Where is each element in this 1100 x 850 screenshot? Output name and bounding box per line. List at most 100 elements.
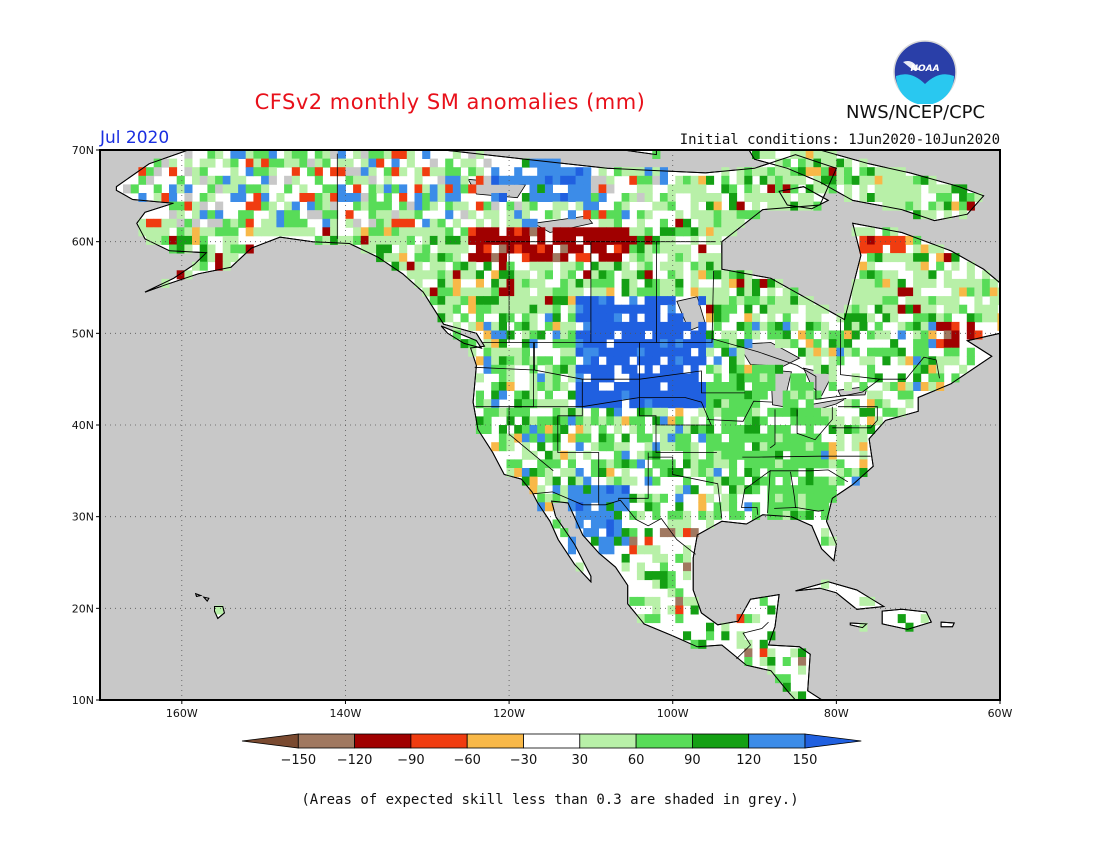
anomaly-cell — [583, 184, 592, 194]
anomaly-cell — [644, 399, 653, 409]
anomaly-cell — [146, 167, 155, 177]
anomaly-cell — [805, 158, 814, 168]
anomaly-cell — [644, 296, 653, 306]
anomaly-cell — [851, 373, 860, 383]
anomaly-cell — [422, 253, 431, 263]
anomaly-cell — [836, 158, 845, 168]
anomaly-cell — [736, 175, 745, 185]
anomaly-cell — [636, 347, 645, 357]
anomaly-cell — [659, 278, 668, 288]
anomaly-cell — [483, 158, 492, 168]
anomaly-cell — [974, 330, 983, 340]
anomaly-cell — [706, 210, 715, 220]
anomaly-cell — [775, 339, 784, 349]
anomaly-cell — [130, 184, 139, 194]
anomaly-cell — [636, 562, 645, 572]
anomaly-cell — [759, 648, 768, 658]
anomaly-cell — [759, 596, 768, 606]
anomaly-cell — [629, 296, 638, 306]
anomaly-cell — [890, 313, 899, 323]
anomaly-cell — [844, 321, 853, 331]
anomaly-cell — [498, 321, 507, 331]
anomaly-cell — [230, 218, 239, 228]
anomaly-cell — [744, 364, 753, 374]
anomaly-cell — [399, 227, 408, 237]
anomaly-cell — [606, 373, 615, 383]
anomaly-cell — [575, 510, 584, 520]
anomaly-cell — [606, 278, 615, 288]
anomaly-cell — [667, 253, 676, 263]
anomaly-cell — [544, 261, 553, 271]
anomaly-cell — [391, 227, 400, 237]
anomaly-cell — [821, 459, 830, 469]
anomaly-cell — [268, 150, 277, 159]
anomaly-cell — [230, 150, 239, 159]
anomaly-cell — [391, 261, 400, 271]
anomaly-cell — [521, 442, 530, 452]
anomaly-cell — [752, 382, 761, 391]
anomaly-cell — [813, 158, 822, 168]
anomaly-cell — [851, 468, 860, 477]
anomaly-cell — [706, 622, 715, 632]
anomaly-cell — [291, 218, 300, 228]
anomaly-cell — [690, 364, 699, 374]
anomaly-cell — [644, 210, 653, 220]
anomaly-cell — [613, 201, 622, 211]
anomaly-cell — [767, 382, 776, 391]
anomaly-cell — [790, 304, 799, 314]
anomaly-cell — [659, 261, 668, 271]
anomaly-cell — [667, 588, 676, 598]
anomaly-cell — [729, 510, 738, 520]
anomaly-cell — [491, 399, 500, 409]
anomaly-cell — [514, 210, 523, 220]
anomaly-cell — [759, 278, 768, 288]
anomaly-cell — [552, 330, 561, 340]
anomaly-cell — [805, 459, 814, 469]
legend-swatch — [748, 733, 806, 749]
anomaly-cell — [391, 167, 400, 177]
anomaly-cell — [874, 278, 883, 288]
anomaly-cell — [721, 399, 730, 409]
anomaly-cell — [913, 201, 922, 211]
anomaly-cell — [882, 407, 891, 417]
anomaly-cell — [844, 304, 853, 314]
anomaly-cell — [713, 468, 722, 477]
anomaly-cell — [506, 227, 515, 237]
anomaly-cell — [445, 304, 454, 314]
anomaly-cell — [230, 193, 239, 202]
anomaly-cell — [667, 304, 676, 314]
anomaly-cell — [736, 270, 745, 280]
anomaly-cell — [636, 193, 645, 202]
anomaly-cell — [813, 184, 822, 194]
anomaly-cell — [629, 545, 638, 555]
anomaly-cell — [199, 201, 208, 211]
anomaly-cell — [790, 175, 799, 185]
anomaly-cell — [729, 330, 738, 340]
anomaly-cell — [644, 167, 653, 177]
anomaly-cell — [491, 321, 500, 331]
anomaly-cell — [621, 167, 630, 177]
anomaly-cell — [706, 433, 715, 443]
anomaly-cell — [667, 201, 676, 211]
anomaly-cell — [567, 390, 576, 400]
anomaly-cell — [176, 210, 185, 220]
anomaly-cell — [943, 347, 952, 357]
anomaly-cell — [729, 270, 738, 280]
anomaly-cell — [629, 476, 638, 486]
anomaly-cell — [583, 485, 592, 495]
anomaly-cell — [675, 330, 684, 340]
anomaly-cell — [544, 287, 553, 297]
anomaly-cell — [491, 442, 500, 452]
anomaly-cell — [590, 227, 599, 237]
anomaly-cell — [882, 330, 891, 340]
anomaly-cell — [567, 287, 576, 297]
anomaly-cell — [414, 278, 423, 288]
anomaly-cell — [491, 201, 500, 211]
anomaly-cell — [629, 167, 638, 177]
anomaly-cell — [276, 193, 285, 202]
anomaly-cell — [552, 485, 561, 495]
anomaly-cell — [882, 193, 891, 202]
anomaly-cell — [368, 150, 377, 159]
anomaly-cell — [659, 167, 668, 177]
anomaly-cell — [475, 373, 484, 383]
